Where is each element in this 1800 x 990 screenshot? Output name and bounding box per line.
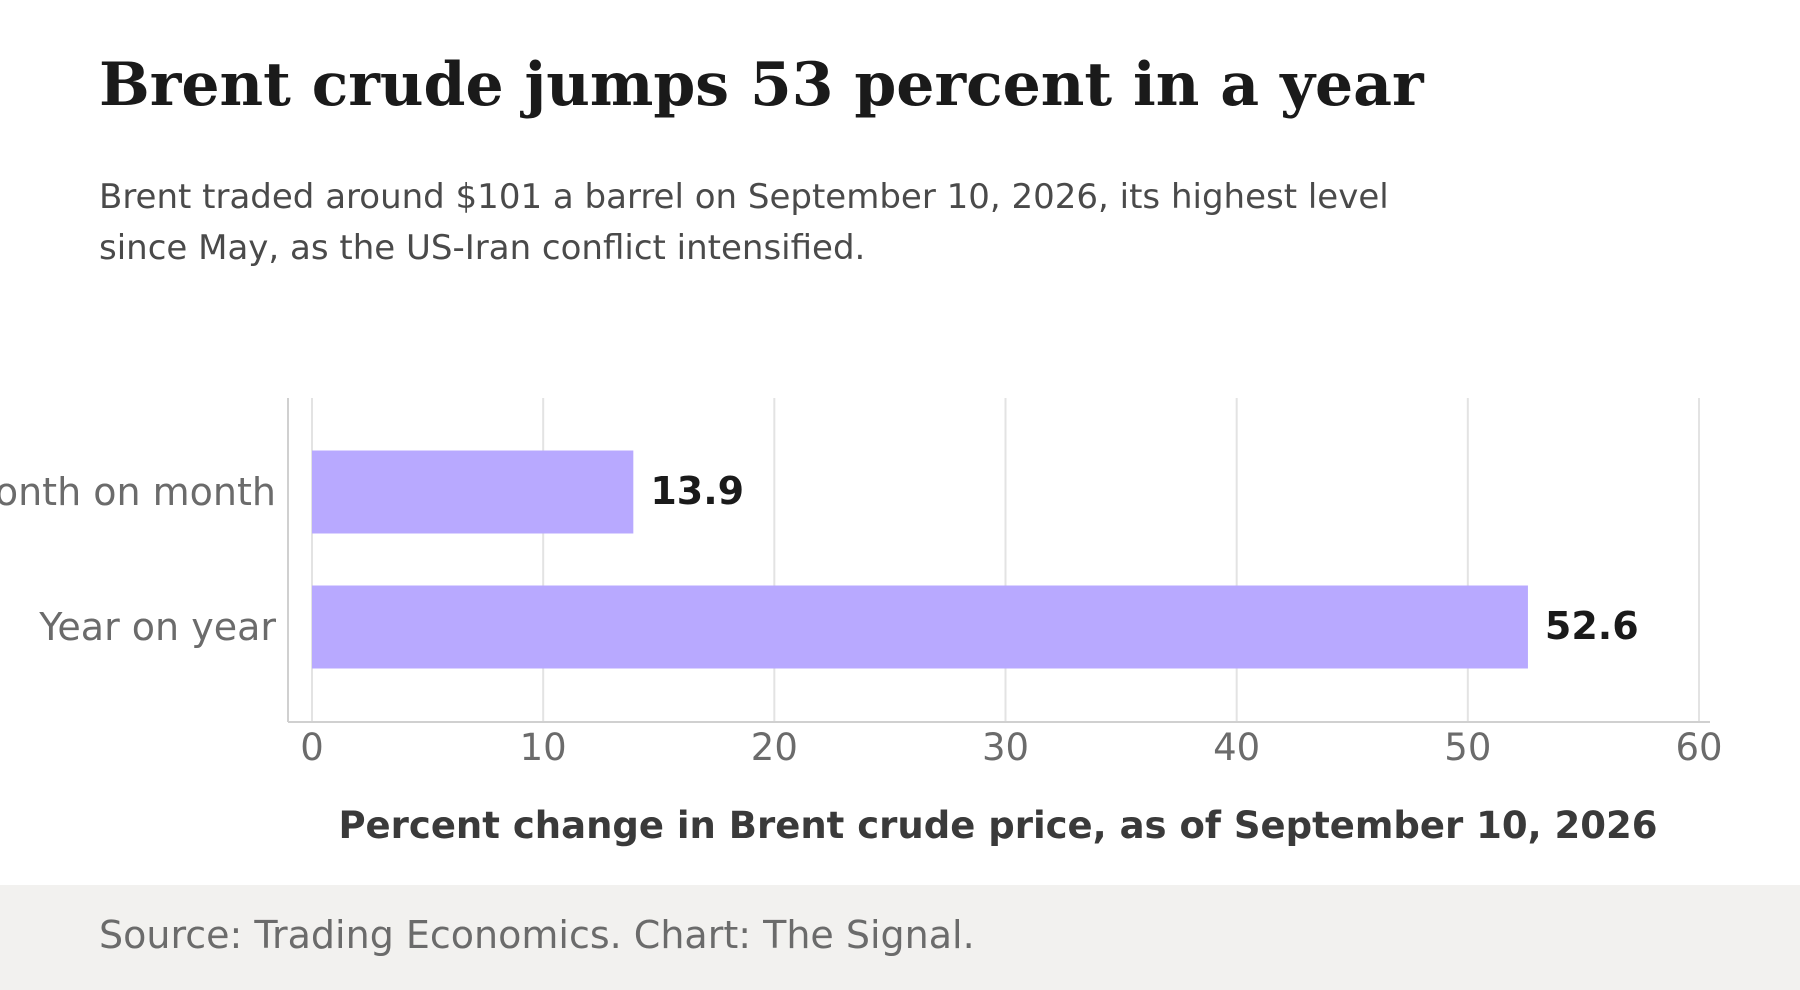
bar-value-label: 13.9 [650,469,744,513]
source-note: Source: Trading Economics. Chart: The Si… [99,913,975,957]
category-label: Month on month [0,470,276,514]
x-tick-label: 10 [520,726,567,769]
x-tick-label: 20 [751,726,798,769]
x-tick-label: 40 [1213,726,1260,769]
gridlines [311,398,1700,722]
category-label: Year on year [38,605,276,649]
bar [312,585,1528,669]
bar [312,450,634,534]
x-tick-label: 60 [1675,726,1722,769]
chart-title: Brent crude jumps 53 percent in a year [99,50,1424,120]
labels: 0 10 20 30 40 50 60 Month on month 13.9 Year on y… [0,469,1723,769]
bar-value-label: 52.6 [1545,604,1639,648]
x-tick-label: 30 [982,726,1029,769]
bar-chart: 0 10 20 30 40 50 60 Month on month 13.9 Year on y… [0,398,1723,847]
footer [0,885,1800,990]
x-axis-title: Percent change in Brent crude price, as … [338,804,1657,847]
chart-subtitle: Brent traded around $101 a barrel on Sep… [99,177,1389,268]
x-tick-label: 0 [300,726,324,769]
bars [312,450,1528,669]
axes [287,398,1710,723]
x-tick-label: 50 [1444,726,1491,769]
